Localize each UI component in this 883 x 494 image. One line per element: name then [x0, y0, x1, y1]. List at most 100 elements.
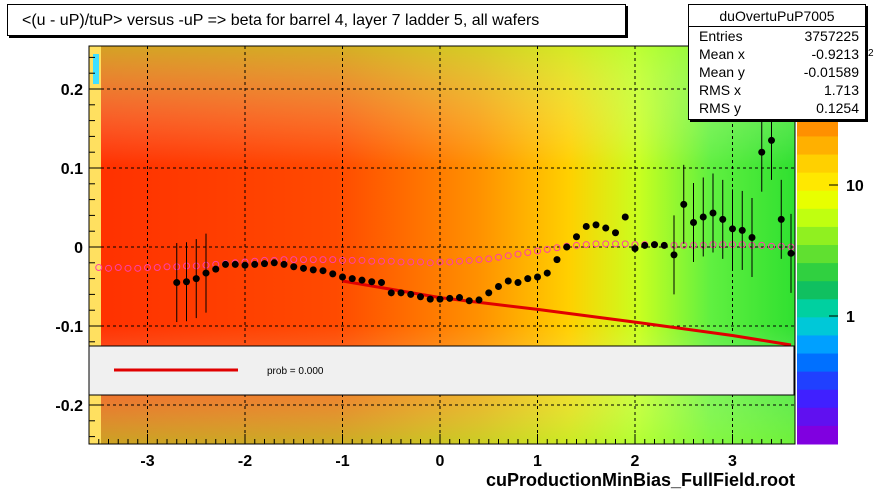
pink-data-point	[553, 244, 561, 252]
color-scale-swatch	[797, 172, 838, 192]
legend-prob-label: prob = 0.000	[267, 366, 324, 377]
pink-data-point	[495, 253, 502, 261]
black-data-point	[504, 277, 512, 285]
black-data-point	[261, 260, 268, 268]
black-data-point	[524, 275, 532, 283]
pink-data-point	[426, 259, 434, 267]
black-data-point	[241, 261, 249, 269]
black-data-point	[553, 256, 561, 264]
black-data-point	[758, 148, 766, 156]
black-data-point	[787, 249, 795, 257]
black-data-point	[621, 213, 629, 221]
color-scale-label: 1	[846, 309, 855, 326]
black-data-point	[709, 209, 717, 217]
color-scale-swatch	[797, 407, 838, 427]
black-data-point	[300, 264, 307, 272]
pink-data-point	[407, 258, 415, 266]
color-scale-swatch	[797, 281, 838, 300]
stats-row-rms-x: RMS x 1.713	[699, 82, 859, 100]
pink-data-point	[309, 256, 317, 264]
pink-data-point	[95, 264, 103, 272]
pink-data-point	[436, 258, 444, 266]
heatmap-cyan-patch	[93, 54, 99, 84]
stats-row-mean-y: Mean y -0.01589	[699, 64, 859, 82]
pink-data-point	[446, 258, 454, 266]
data-series	[95, 100, 795, 347]
color-scale-swatch	[797, 208, 838, 228]
pink-data-point	[387, 257, 395, 265]
pink-data-point	[504, 252, 512, 260]
pink-data-point	[300, 256, 307, 264]
color-scale-exponent: 2	[868, 48, 874, 59]
stats-divider	[689, 26, 865, 27]
pink-data-point	[163, 263, 171, 271]
black-data-point	[397, 289, 405, 297]
stats-row-entries: Entries 3757225	[699, 28, 859, 46]
color-scale-swatch	[797, 190, 838, 210]
pink-data-point	[465, 256, 473, 264]
black-data-point	[777, 215, 785, 223]
black-data-point	[407, 290, 415, 298]
black-data-point	[212, 265, 220, 273]
color-scale-swatch	[797, 245, 838, 264]
stats-value: -0.01589	[803, 64, 859, 80]
pink-data-point	[290, 256, 298, 264]
pink-data-point	[397, 258, 405, 266]
pink-data-point	[114, 264, 122, 272]
heatmap-left-strip	[89, 46, 101, 444]
fit-legend: prob = 0.000	[88, 345, 795, 396]
black-data-point	[368, 278, 376, 286]
pink-data-point	[621, 240, 629, 248]
black-data-point	[680, 200, 688, 208]
black-data-point	[592, 221, 600, 229]
y-tick-label: 0.1	[61, 161, 83, 178]
source-filename: cuProductionMinBias_FullField.root	[486, 470, 796, 490]
black-data-point	[670, 251, 678, 259]
color-scale-label: 10	[846, 178, 864, 195]
pink-data-point	[378, 257, 385, 265]
pink-data-point	[358, 256, 366, 264]
black-data-point	[348, 275, 356, 283]
black-data-point	[358, 276, 366, 284]
color-scale-swatch	[797, 226, 838, 246]
color-scale-swatch	[797, 389, 838, 409]
pink-data-point	[758, 241, 766, 249]
black-data-point	[339, 273, 346, 281]
stats-value: -0.9213	[811, 46, 859, 62]
black-data-point	[768, 136, 775, 144]
black-data-point	[563, 243, 571, 251]
pink-data-point	[534, 247, 541, 255]
pink-data-point	[543, 245, 551, 253]
pink-data-point	[485, 255, 493, 263]
pink-data-point	[144, 264, 151, 272]
stats-histogram-name: duOvertuPuP7005	[719, 8, 835, 24]
black-data-point	[631, 245, 639, 253]
color-scale-swatch	[797, 335, 838, 355]
black-data-point	[465, 297, 473, 305]
black-data-point	[748, 234, 756, 242]
pink-data-point	[417, 258, 424, 266]
black-data-point	[699, 213, 707, 221]
black-data-point	[602, 224, 610, 232]
color-scale-swatch	[797, 353, 838, 373]
stats-value: 1.713	[823, 82, 859, 98]
stats-row-rms-y: RMS y 0.1254	[699, 100, 859, 118]
color-scale-swatch	[797, 317, 838, 336]
black-data-point	[612, 229, 619, 237]
pink-data-point	[582, 241, 590, 249]
pink-data-point	[768, 242, 775, 250]
black-data-point	[475, 296, 483, 304]
black-data-point	[660, 241, 668, 249]
pink-data-point	[329, 256, 337, 264]
stats-value: 3757225	[804, 28, 859, 44]
black-data-point	[251, 260, 259, 268]
x-tick-label: 1	[533, 453, 542, 470]
stats-label: Mean x	[699, 46, 745, 62]
color-scale-swatch	[797, 136, 838, 156]
x-tick-label: 3	[728, 453, 737, 470]
x-tick-label: 2	[631, 453, 640, 470]
black-data-point	[456, 294, 463, 302]
fit-line	[342, 279, 792, 347]
color-scale-swatch	[797, 371, 838, 391]
